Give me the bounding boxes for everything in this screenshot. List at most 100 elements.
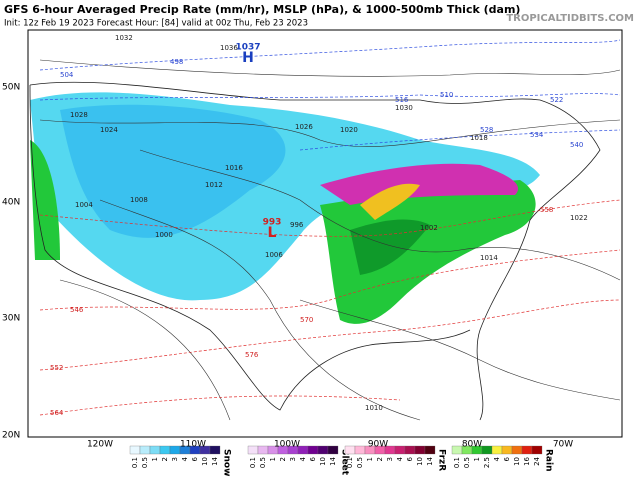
legend-tick: 4 (493, 456, 501, 461)
legend-tick: 0.1 (131, 457, 139, 468)
legend-swatch (139, 445, 151, 455)
isobar-label: 1028 (70, 111, 88, 119)
legend-swatch (531, 445, 543, 455)
legend-tick: 6 (406, 456, 414, 461)
legend-tick: 1 (151, 457, 159, 461)
lon-label: 70W (553, 440, 573, 450)
legend-swatch (344, 445, 356, 455)
legend-swatch (317, 445, 329, 455)
legend-tick: 0.1 (249, 457, 257, 468)
legend-swatch (424, 445, 436, 455)
lat-label: 40N (2, 198, 20, 208)
thickness-label: 498 (170, 58, 183, 66)
legend-tick: 16 (523, 456, 531, 465)
thickness-label: 528 (480, 126, 493, 134)
freezing-rain-area (360, 183, 420, 220)
lon-label: 120W (87, 440, 113, 450)
lon-label: 100W (274, 440, 300, 450)
map-area (27, 29, 623, 438)
legend-swatch (307, 445, 319, 455)
legend-swatch (209, 445, 221, 455)
legend-tick: 0.5 (141, 457, 149, 468)
legend-swatch (404, 445, 416, 455)
legend-swatch (491, 445, 503, 455)
isobar-label: 1022 (570, 214, 588, 222)
legend-swatch (481, 445, 493, 455)
thickness-label: 522 (550, 96, 563, 104)
legend-tick: 2.5 (483, 457, 491, 468)
legend-swatch (451, 445, 463, 455)
pressure-center-symbol: H (242, 50, 254, 66)
legend-tick: 3 (386, 457, 394, 461)
thickness-label: 510 (440, 91, 453, 99)
legend-tick: 2 (161, 457, 169, 461)
isobar-label: 1016 (225, 164, 243, 172)
legend-swatch (521, 445, 533, 455)
legend-tick: 3 (171, 457, 179, 461)
legend-tick: 0.5 (463, 457, 471, 468)
legend-tick: 6 (309, 456, 317, 461)
legend-swatch (394, 445, 406, 455)
isobar-label: 1018 (470, 134, 488, 142)
lat-label: 50N (2, 83, 20, 93)
isobar-label: 1026 (295, 123, 313, 131)
isobar-label: 1030 (395, 104, 413, 112)
thickness-label: 504 (60, 71, 74, 79)
thickness-label: 552 (50, 364, 63, 372)
thickness-label: 540 (570, 141, 583, 149)
legend-tick: 24 (533, 456, 541, 465)
source: TROPICALTIDBITS.COM (506, 13, 634, 24)
thickness-warm (39, 199, 621, 416)
legend-tick: 14 (329, 456, 337, 465)
legend-tick: 1 (366, 457, 374, 461)
legend-swatch (247, 445, 259, 455)
legend-tick: 1 (269, 457, 277, 461)
legend-swatch (149, 445, 161, 455)
legend-swatch (327, 445, 339, 455)
isobar-label: 1008 (130, 196, 148, 204)
legend-tick: 0.5 (259, 457, 267, 468)
thickness-label: 546 (70, 306, 84, 314)
thickness-label: 534 (530, 131, 544, 139)
legend-tick: 2 (376, 457, 384, 461)
legend-tick: 6 (191, 456, 199, 461)
legend-tick: 0.5 (356, 457, 364, 468)
thickness-label: 570 (300, 316, 313, 324)
lon-label: 110W (180, 440, 206, 450)
rain-area (30, 140, 60, 260)
thickness-label: 516 (395, 96, 409, 104)
legend-name: Rain (544, 449, 554, 472)
isobar-label: 1010 (365, 404, 383, 412)
isobar-label: 1014 (480, 254, 498, 262)
legend-tick: 10 (319, 457, 327, 466)
isobar-label: 1012 (205, 181, 223, 189)
legend-swatch (354, 445, 366, 455)
pressure-center-value: 993 (263, 218, 282, 228)
legend-tick: 1 (473, 457, 481, 461)
legend-swatch (257, 445, 269, 455)
legend-tick: 6 (503, 456, 511, 461)
isobar-label: 1024 (100, 126, 118, 134)
rain-area (350, 219, 430, 275)
legend-tick: 4 (396, 456, 404, 461)
legend-swatch (414, 445, 426, 455)
isobar-label: 1032 (115, 34, 133, 42)
legend-swatch (169, 445, 181, 455)
lat-label: 30N (2, 314, 20, 324)
legend-tick: 2 (279, 457, 287, 461)
thickness-label: 564 (50, 409, 64, 417)
freezing-rain-area (320, 163, 519, 205)
legend-name: Sleet (340, 449, 350, 476)
legend-tick: 10 (513, 457, 521, 466)
legend-swatch (501, 445, 513, 455)
pressure-center-symbol: L (268, 225, 277, 241)
legend: 0.1 0.5 1 2 3 4 6 10 14 Snow 0.1 0.5 1 2 3 4 6 10 14 Sleet0… (129, 445, 554, 476)
coastline (29, 81, 601, 421)
legend-swatch (129, 445, 141, 455)
isobars (39, 59, 621, 421)
isobar-label: 1000 (155, 231, 173, 239)
legend-name: Snow (222, 449, 232, 476)
isobar-label: 1002 (420, 224, 438, 232)
